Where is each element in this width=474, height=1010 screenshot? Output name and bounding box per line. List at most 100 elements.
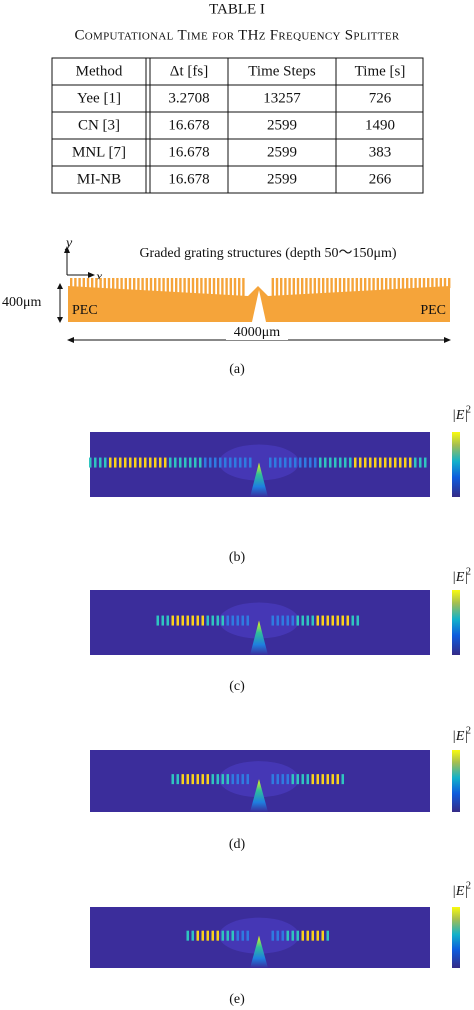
field-hotspot (149, 457, 152, 468)
grating-tooth (288, 278, 291, 297)
grating-tooth (347, 278, 350, 294)
field-hotspot (344, 457, 347, 468)
field-panel: |E|2 (c) (90, 566, 471, 694)
field-hotspot (159, 457, 162, 468)
field-hotspot (339, 457, 342, 468)
grating-tooth (355, 278, 358, 293)
grating-tooth (78, 278, 81, 289)
grating-tooth (427, 278, 430, 290)
field-hotspot (246, 774, 249, 785)
grating-tooth (179, 278, 182, 294)
field-hotspot (181, 774, 184, 785)
grating-tooth (107, 278, 111, 291)
field-hotspot (171, 615, 174, 626)
grating-tooth (103, 278, 106, 290)
field-hotspot (286, 615, 289, 626)
grating-tooth (86, 278, 90, 289)
center-gap (252, 290, 266, 322)
grating-tooth (158, 278, 161, 293)
field-hotspot (134, 457, 137, 468)
grating-tooth (313, 278, 316, 296)
table-label: TABLE I (209, 1, 265, 17)
grating-tooth (380, 278, 384, 292)
colorbar-exponent: 2 (466, 404, 471, 415)
field-hotspot (394, 457, 397, 468)
field-hotspot (236, 930, 239, 941)
field-hotspot (316, 930, 319, 941)
field-hotspot (314, 457, 317, 468)
field-hotspot (409, 457, 412, 468)
field-hotspot (244, 457, 247, 468)
field-hotspot (296, 930, 299, 941)
field-hotspot (184, 457, 187, 468)
grating-tooth (238, 278, 241, 297)
field-hotspot (306, 774, 309, 785)
field-hotspot (321, 615, 324, 626)
field-hotspot (241, 774, 244, 785)
label-backdrop (226, 326, 288, 340)
grating-tooth (141, 278, 144, 292)
field-hotspot (194, 457, 197, 468)
grating-tooth (317, 278, 321, 295)
field-hotspot (281, 930, 284, 941)
grating-tooth (305, 278, 308, 296)
grating-tooth (406, 278, 409, 291)
field-hotspot (129, 457, 132, 468)
field-hotspot (271, 774, 274, 785)
field-hotspot (186, 930, 189, 941)
field-hotspot (236, 774, 239, 785)
field-hotspot (274, 457, 277, 468)
field-hotspot (301, 615, 304, 626)
field-hotspot (379, 457, 382, 468)
field-hotspot (296, 615, 299, 626)
field-hotspot (304, 457, 307, 468)
grating-tooth (120, 278, 123, 291)
grating-tooth (162, 278, 165, 293)
field-hotspot (326, 615, 329, 626)
field-hotspot (359, 457, 362, 468)
colorbar-label: |E| (452, 729, 468, 744)
grating-label: Graded grating structures (depth 50～150μ… (139, 246, 396, 261)
table-cell: CN [3] (78, 117, 120, 133)
field-hotspot (221, 930, 224, 941)
grating-tooth (410, 278, 413, 291)
field-hotspot (336, 615, 339, 626)
field-hotspot (169, 457, 172, 468)
field-hotspot (331, 774, 334, 785)
field-hotspot (201, 774, 204, 785)
field-hotspot (204, 457, 207, 468)
field-hotspot (331, 615, 334, 626)
table-cell: 16.678 (168, 144, 209, 160)
table-cell: 1490 (365, 117, 395, 133)
field-hotspot (211, 774, 214, 785)
grating-tooth (233, 278, 237, 297)
field-cone (250, 620, 268, 655)
table-cell: 383 (369, 144, 392, 160)
height-label: 400μm (2, 295, 42, 310)
grating-tooth (271, 278, 274, 298)
field-hotspot (189, 457, 192, 468)
field-hotspot (191, 774, 194, 785)
field-hotspot (306, 930, 309, 941)
field-hotspot (246, 930, 249, 941)
grating-tooth (284, 278, 287, 297)
grating-tooth (221, 278, 224, 297)
table-header-cell: Time Steps (248, 63, 316, 79)
field-hotspot (281, 615, 284, 626)
field-hotspot (201, 615, 204, 626)
field-hotspot (196, 930, 199, 941)
grating-tooth (91, 278, 94, 290)
grating-tooth (128, 278, 132, 292)
field-hotspot (341, 615, 344, 626)
grating-tooth (82, 278, 85, 289)
field-hotspot (301, 774, 304, 785)
field-panel: |E|2 (d) (90, 725, 471, 852)
grating-tooth (74, 278, 77, 289)
grating-tooth (397, 278, 400, 291)
grating-tooth (401, 278, 405, 291)
colorbar-exponent: 2 (466, 725, 471, 736)
grating-tooth (343, 278, 346, 294)
field-hotspot (374, 457, 377, 468)
